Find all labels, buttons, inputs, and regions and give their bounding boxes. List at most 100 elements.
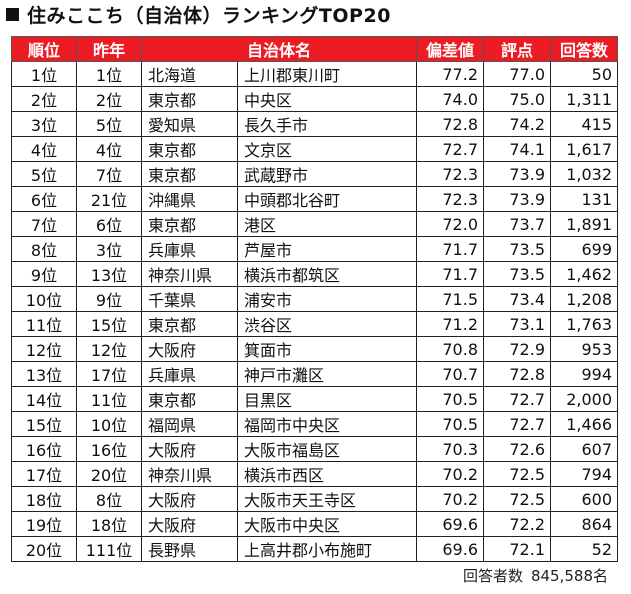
cell-prev-year: 7位 [76, 161, 142, 187]
square-bullet-icon [6, 8, 19, 21]
ranking-table: 順位 昨年 自治体名 偏差値 評点 回答数 1位 1位 北海道 上川郡東川町 77.2 7… [11, 36, 618, 562]
cell-rank: 16位 [11, 436, 77, 462]
cell-municipality: 武蔵野市 [237, 161, 417, 187]
header-prev-year: 昨年 [76, 36, 142, 62]
cell-responses: 1,891 [550, 211, 618, 237]
cell-rank: 19位 [11, 511, 77, 537]
cell-rank: 4位 [11, 136, 77, 162]
cell-deviation: 71.7 [416, 236, 484, 262]
cell-responses: 2,000 [550, 386, 618, 412]
cell-prefecture: 兵庫県 [141, 361, 238, 387]
cell-prev-year: 21位 [76, 186, 142, 212]
cell-municipality: 長久手市 [237, 111, 417, 137]
cell-responses: 794 [550, 461, 618, 487]
respondents-value: 845,588名 [530, 567, 608, 585]
cell-rank: 3位 [11, 111, 77, 137]
header-score: 評点 [483, 36, 551, 62]
cell-score: 72.6 [483, 436, 551, 462]
cell-prefecture: 福岡県 [141, 411, 238, 437]
cell-responses: 953 [550, 336, 618, 362]
cell-score: 73.4 [483, 286, 551, 312]
cell-score: 73.7 [483, 211, 551, 237]
cell-prefecture: 千葉県 [141, 286, 238, 312]
cell-prefecture: 東京都 [141, 311, 238, 337]
table-row: 3位 5位 愛知県 長久手市 72.8 74.2 415 [11, 111, 618, 137]
cell-deviation: 72.7 [416, 136, 484, 162]
cell-municipality: 目黒区 [237, 386, 417, 412]
table-row: 14位 11位 東京都 目黒区 70.5 72.7 2,000 [11, 386, 618, 412]
cell-prefecture: 神奈川県 [141, 461, 238, 487]
cell-prev-year: 11位 [76, 386, 142, 412]
cell-prev-year: 4位 [76, 136, 142, 162]
cell-rank: 18位 [11, 486, 77, 512]
cell-prev-year: 20位 [76, 461, 142, 487]
cell-prefecture: 沖縄県 [141, 186, 238, 212]
cell-rank: 20位 [11, 536, 77, 562]
cell-rank: 8位 [11, 236, 77, 262]
table-row: 18位 8位 大阪府 大阪市天王寺区 70.2 72.5 600 [11, 486, 618, 512]
cell-prefecture: 東京都 [141, 211, 238, 237]
cell-deviation: 70.2 [416, 486, 484, 512]
cell-municipality: 浦安市 [237, 286, 417, 312]
cell-score: 72.7 [483, 386, 551, 412]
cell-prefecture: 大阪府 [141, 486, 238, 512]
table-row: 17位 20位 神奈川県 横浜市西区 70.2 72.5 794 [11, 461, 618, 487]
cell-responses: 600 [550, 486, 618, 512]
cell-responses: 1,617 [550, 136, 618, 162]
cell-responses: 131 [550, 186, 618, 212]
cell-deviation: 70.5 [416, 386, 484, 412]
cell-municipality: 上高井郡小布施町 [237, 536, 417, 562]
table-row: 8位 3位 兵庫県 芦屋市 71.7 73.5 699 [11, 236, 618, 262]
cell-municipality: 横浜市都筑区 [237, 261, 417, 287]
cell-rank: 14位 [11, 386, 77, 412]
cell-score: 72.9 [483, 336, 551, 362]
table-row: 12位 12位 大阪府 箕面市 70.8 72.9 953 [11, 336, 618, 362]
cell-responses: 1,311 [550, 86, 618, 112]
cell-prefecture: 神奈川県 [141, 261, 238, 287]
cell-municipality: 港区 [237, 211, 417, 237]
cell-deviation: 69.6 [416, 536, 484, 562]
cell-municipality: 中央区 [237, 86, 417, 112]
cell-deviation: 74.0 [416, 86, 484, 112]
cell-prefecture: 大阪府 [141, 436, 238, 462]
cell-rank: 10位 [11, 286, 77, 312]
cell-rank: 17位 [11, 461, 77, 487]
page-title: 住みここち（自治体）ランキングTOP20 [6, 2, 391, 30]
respondents-label: 回答者数 [462, 567, 523, 585]
cell-score: 72.7 [483, 411, 551, 437]
cell-score: 73.5 [483, 261, 551, 287]
cell-deviation: 70.5 [416, 411, 484, 437]
cell-rank: 13位 [11, 361, 77, 387]
header-municipality: 自治体名 [141, 36, 417, 62]
cell-rank: 5位 [11, 161, 77, 187]
cell-responses: 415 [550, 111, 618, 137]
cell-responses: 607 [550, 436, 618, 462]
cell-municipality: 渋谷区 [237, 311, 417, 337]
cell-responses: 1,032 [550, 161, 618, 187]
cell-rank: 15位 [11, 411, 77, 437]
cell-prev-year: 18位 [76, 511, 142, 537]
cell-prev-year: 15位 [76, 311, 142, 337]
cell-score: 72.5 [483, 461, 551, 487]
cell-prefecture: 東京都 [141, 161, 238, 187]
cell-score: 75.0 [483, 86, 551, 112]
cell-deviation: 72.3 [416, 161, 484, 187]
cell-municipality: 上川郡東川町 [237, 61, 417, 87]
cell-responses: 1,462 [550, 261, 618, 287]
cell-prev-year: 8位 [76, 486, 142, 512]
table-row: 4位 4位 東京都 文京区 72.7 74.1 1,617 [11, 136, 618, 162]
cell-score: 74.1 [483, 136, 551, 162]
cell-municipality: 横浜市西区 [237, 461, 417, 487]
cell-prev-year: 1位 [76, 61, 142, 87]
cell-prefecture: 東京都 [141, 86, 238, 112]
cell-responses: 699 [550, 236, 618, 262]
cell-prev-year: 12位 [76, 336, 142, 362]
cell-deviation: 69.6 [416, 511, 484, 537]
cell-municipality: 福岡市中央区 [237, 411, 417, 437]
cell-prev-year: 13位 [76, 261, 142, 287]
cell-municipality: 文京区 [237, 136, 417, 162]
cell-prefecture: 愛知県 [141, 111, 238, 137]
cell-prev-year: 9位 [76, 286, 142, 312]
cell-prev-year: 10位 [76, 411, 142, 437]
cell-rank: 9位 [11, 261, 77, 287]
